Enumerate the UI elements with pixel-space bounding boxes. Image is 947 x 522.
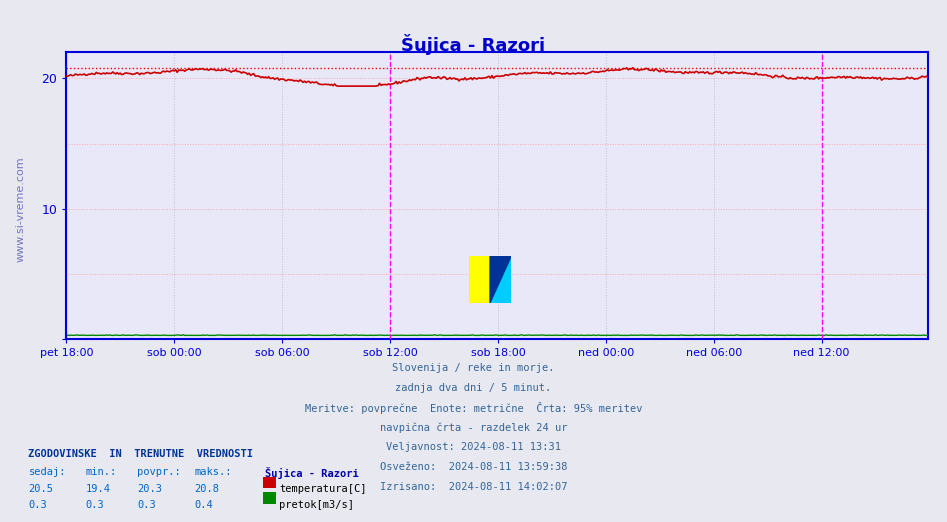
Text: navpična črta - razdelek 24 ur: navpična črta - razdelek 24 ur — [380, 422, 567, 433]
Text: 20.3: 20.3 — [137, 484, 162, 494]
Text: 20.5: 20.5 — [28, 484, 53, 494]
Text: ZGODOVINSKE  IN  TRENUTNE  VREDNOSTI: ZGODOVINSKE IN TRENUTNE VREDNOSTI — [28, 449, 254, 459]
Text: 0.3: 0.3 — [28, 500, 47, 509]
Polygon shape — [491, 256, 511, 303]
Bar — [469, 256, 491, 303]
Text: povpr.:: povpr.: — [137, 467, 181, 477]
Text: 0.3: 0.3 — [85, 500, 104, 509]
Text: maks.:: maks.: — [194, 467, 232, 477]
Text: Izrisano:  2024-08-11 14:02:07: Izrisano: 2024-08-11 14:02:07 — [380, 482, 567, 492]
Text: 19.4: 19.4 — [85, 484, 110, 494]
Text: Šujica - Razori: Šujica - Razori — [265, 467, 359, 479]
Text: 20.8: 20.8 — [194, 484, 219, 494]
Text: Veljavnost: 2024-08-11 13:31: Veljavnost: 2024-08-11 13:31 — [386, 442, 561, 452]
Text: Šujica - Razori: Šujica - Razori — [402, 34, 545, 55]
Text: pretok[m3/s]: pretok[m3/s] — [279, 500, 354, 509]
Text: min.:: min.: — [85, 467, 116, 477]
Text: 0.3: 0.3 — [137, 500, 156, 509]
Text: zadnja dva dni / 5 minut.: zadnja dva dni / 5 minut. — [396, 383, 551, 393]
Text: sedaj:: sedaj: — [28, 467, 66, 477]
Text: Meritve: povprečne  Enote: metrične  Črta: 95% meritev: Meritve: povprečne Enote: metrične Črta:… — [305, 402, 642, 414]
Polygon shape — [491, 256, 511, 303]
Text: www.si-vreme.com: www.si-vreme.com — [16, 156, 26, 262]
Text: 0.4: 0.4 — [194, 500, 213, 509]
Text: Slovenija / reke in morje.: Slovenija / reke in morje. — [392, 363, 555, 373]
Text: Osveženo:  2024-08-11 13:59:38: Osveženo: 2024-08-11 13:59:38 — [380, 462, 567, 472]
Text: temperatura[C]: temperatura[C] — [279, 484, 366, 494]
